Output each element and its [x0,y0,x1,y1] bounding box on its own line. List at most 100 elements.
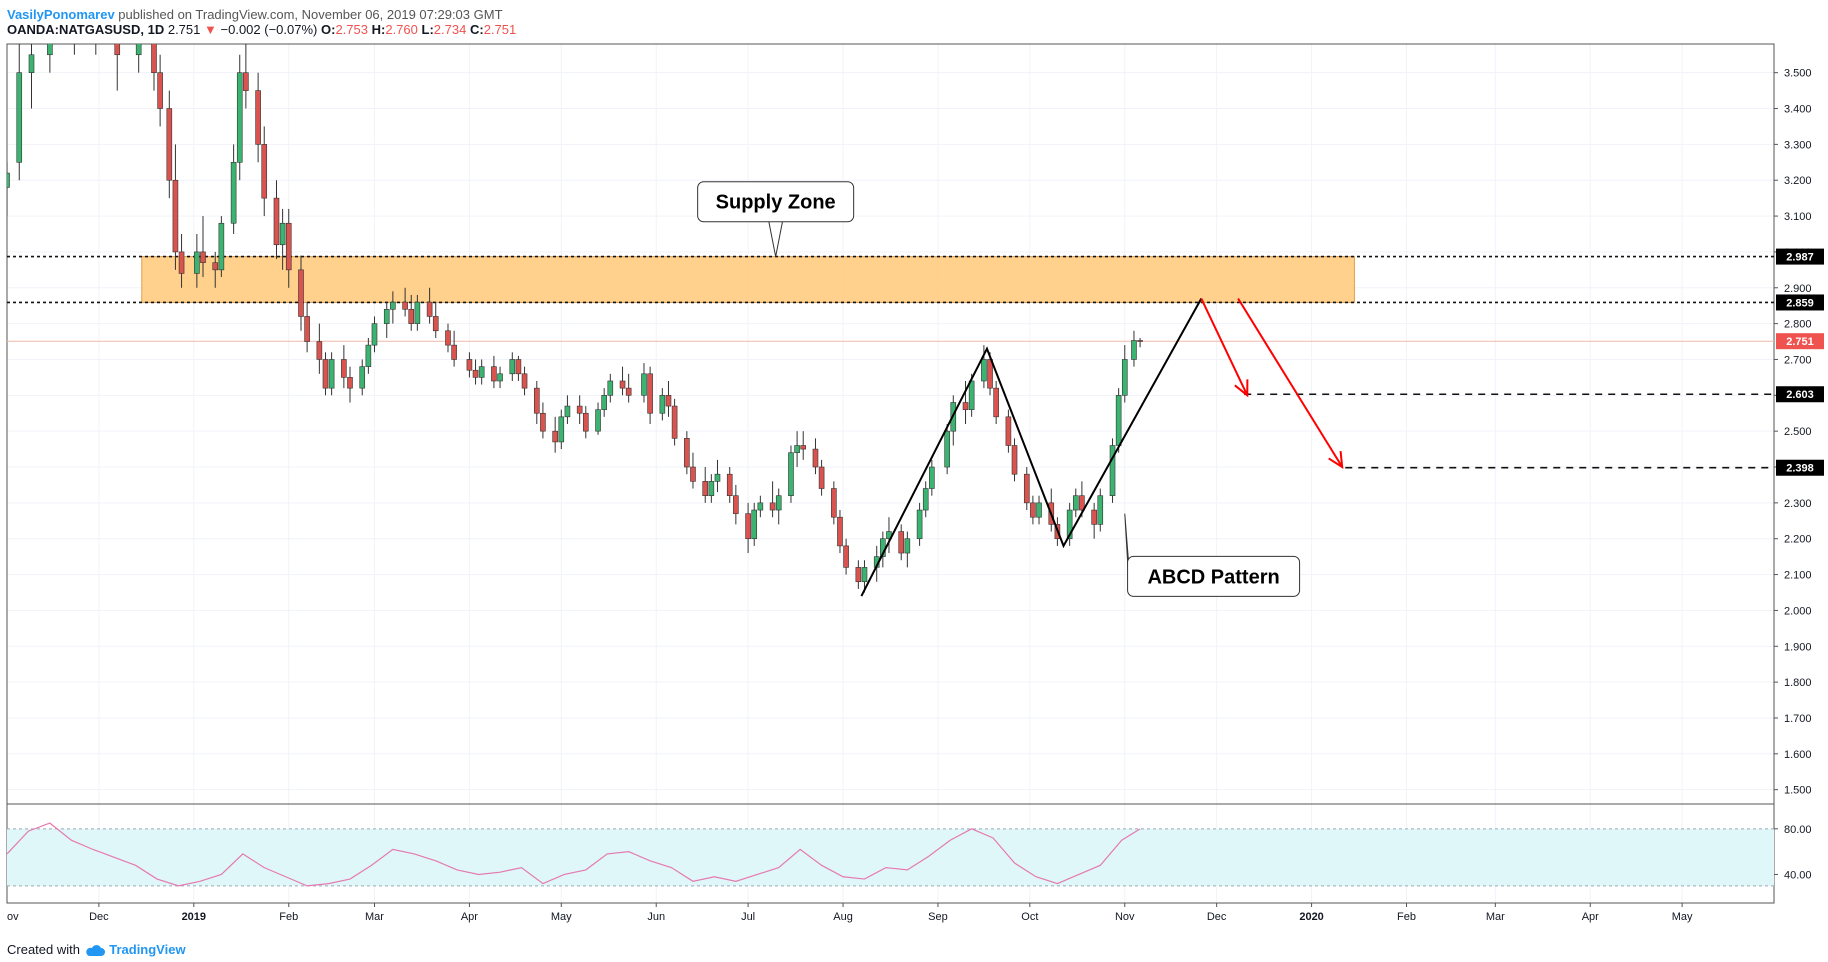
candle-body [1079,495,1085,511]
candle-body [944,430,950,468]
candle-body [328,359,335,389]
price-tick-label: 2.300 [1784,498,1812,510]
candle-body [414,301,421,324]
candle-body [665,395,672,407]
price-tag-label: 2.751 [1786,336,1814,348]
candle-body [114,44,121,56]
candle-body [962,402,969,410]
candle-body [671,405,678,439]
price-tag-label: 2.603 [1786,389,1814,401]
author-link[interactable]: VasilyPonomarev [7,7,115,22]
candle-body [714,473,721,482]
candle-body [1121,359,1128,396]
candle-body [261,144,268,199]
time-tick-label: Aug [833,911,853,923]
price-axis: 3.5003.4003.3003.2003.1003.0002.9002.800… [1774,68,1824,797]
candle-body [1072,495,1079,511]
price-tick-label: 2.900 [1784,283,1812,295]
time-tick-label: Apr [1582,911,1599,923]
candle-body [304,316,310,342]
candle-body [601,395,607,410]
candle-body [178,251,185,274]
time-tick-label: Dec [89,911,109,923]
candle-body [322,359,329,389]
price-tick-label: 3.500 [1784,68,1812,80]
price-tick-label: 3.400 [1784,104,1812,116]
candle-body [576,405,583,414]
price-tick-label: 1.600 [1784,749,1812,761]
target-arrow [1200,298,1249,396]
candle-body [745,513,751,540]
time-tick-label: Mar [365,911,384,923]
candle-body [279,222,286,246]
candle-body [93,1,98,30]
candle-body [708,481,715,496]
candle-body [1005,416,1012,446]
price-tick-label: 2.000 [1784,605,1812,617]
open-value: 2.753 [335,22,368,37]
rsi-band [7,828,1774,886]
close-value: 2.751 [483,22,517,37]
candle-body [831,488,837,518]
candle-body [285,222,292,271]
time-tick-label: Oct [1021,911,1038,923]
candle-body [641,373,647,396]
price-tag-label: 2.859 [1786,297,1814,309]
time-tick-label: Sep [928,911,948,923]
candle-body [47,44,53,56]
candle-body [478,366,485,378]
grid [7,44,1774,903]
candle-body [987,359,993,389]
time-tick-label: May [1672,911,1693,923]
candle-body [647,373,653,414]
time-tick-label: ov [7,911,19,923]
price-tick-label: 1.500 [1784,785,1812,797]
callout-box [1127,555,1301,597]
time-tick-label: Apr [461,911,478,923]
callout-pointer [1124,513,1130,579]
candle-body [898,531,905,554]
tradingview-brand-link[interactable]: TradingView [109,942,186,957]
high-label: H: [371,22,386,37]
candle-body [236,72,243,163]
price-tick-label: 3.100 [1784,211,1812,223]
candle-body [1091,509,1097,525]
high-value: 2.760 [385,22,418,37]
callout-label: Supply Zone [716,192,836,214]
callout-box [697,181,855,223]
candle-body [993,387,999,418]
candle-body [1036,502,1042,518]
candle-body [690,466,696,482]
candle-body [28,54,35,73]
candle-body [316,341,323,360]
price-tag-label: 2.987 [1786,252,1814,264]
arrow-head [1234,379,1249,398]
candle-body [521,373,528,389]
candle-body [769,502,776,511]
rsi-pane [7,822,1774,887]
candle-body [726,473,733,496]
candle-body [359,366,366,389]
symbol-name: OANDA:NATGASUSD, 1D [7,22,165,37]
candle-body [1023,473,1030,504]
candle-body [402,301,408,310]
candle-body [812,448,819,468]
candle-body [194,251,200,274]
price-tick-label: 2.200 [1784,534,1812,546]
price-chart[interactable]: Supply Zone ABCD Pattern 3.500 3.400 3.300 3.… [0,0,1828,940]
callout-pointer [768,220,784,257]
rsi-tick-label: 80.00 [1784,824,1812,836]
price-tick-label: 2.800 [1784,319,1812,331]
candle-body [515,359,522,375]
time-tick-label: Feb [279,911,298,923]
candle-body [472,369,479,378]
candle-body [684,438,690,468]
candle-body [843,545,849,568]
candle-body [904,538,911,554]
callout-label: ABCD Pattern [1147,566,1279,588]
time-tick-label: 2020 [1299,911,1323,923]
footer: Created with TradingView [7,942,186,958]
candle-body [72,1,77,30]
rsi-tick-label: 40.00 [1784,869,1812,881]
candle-body [818,466,825,489]
